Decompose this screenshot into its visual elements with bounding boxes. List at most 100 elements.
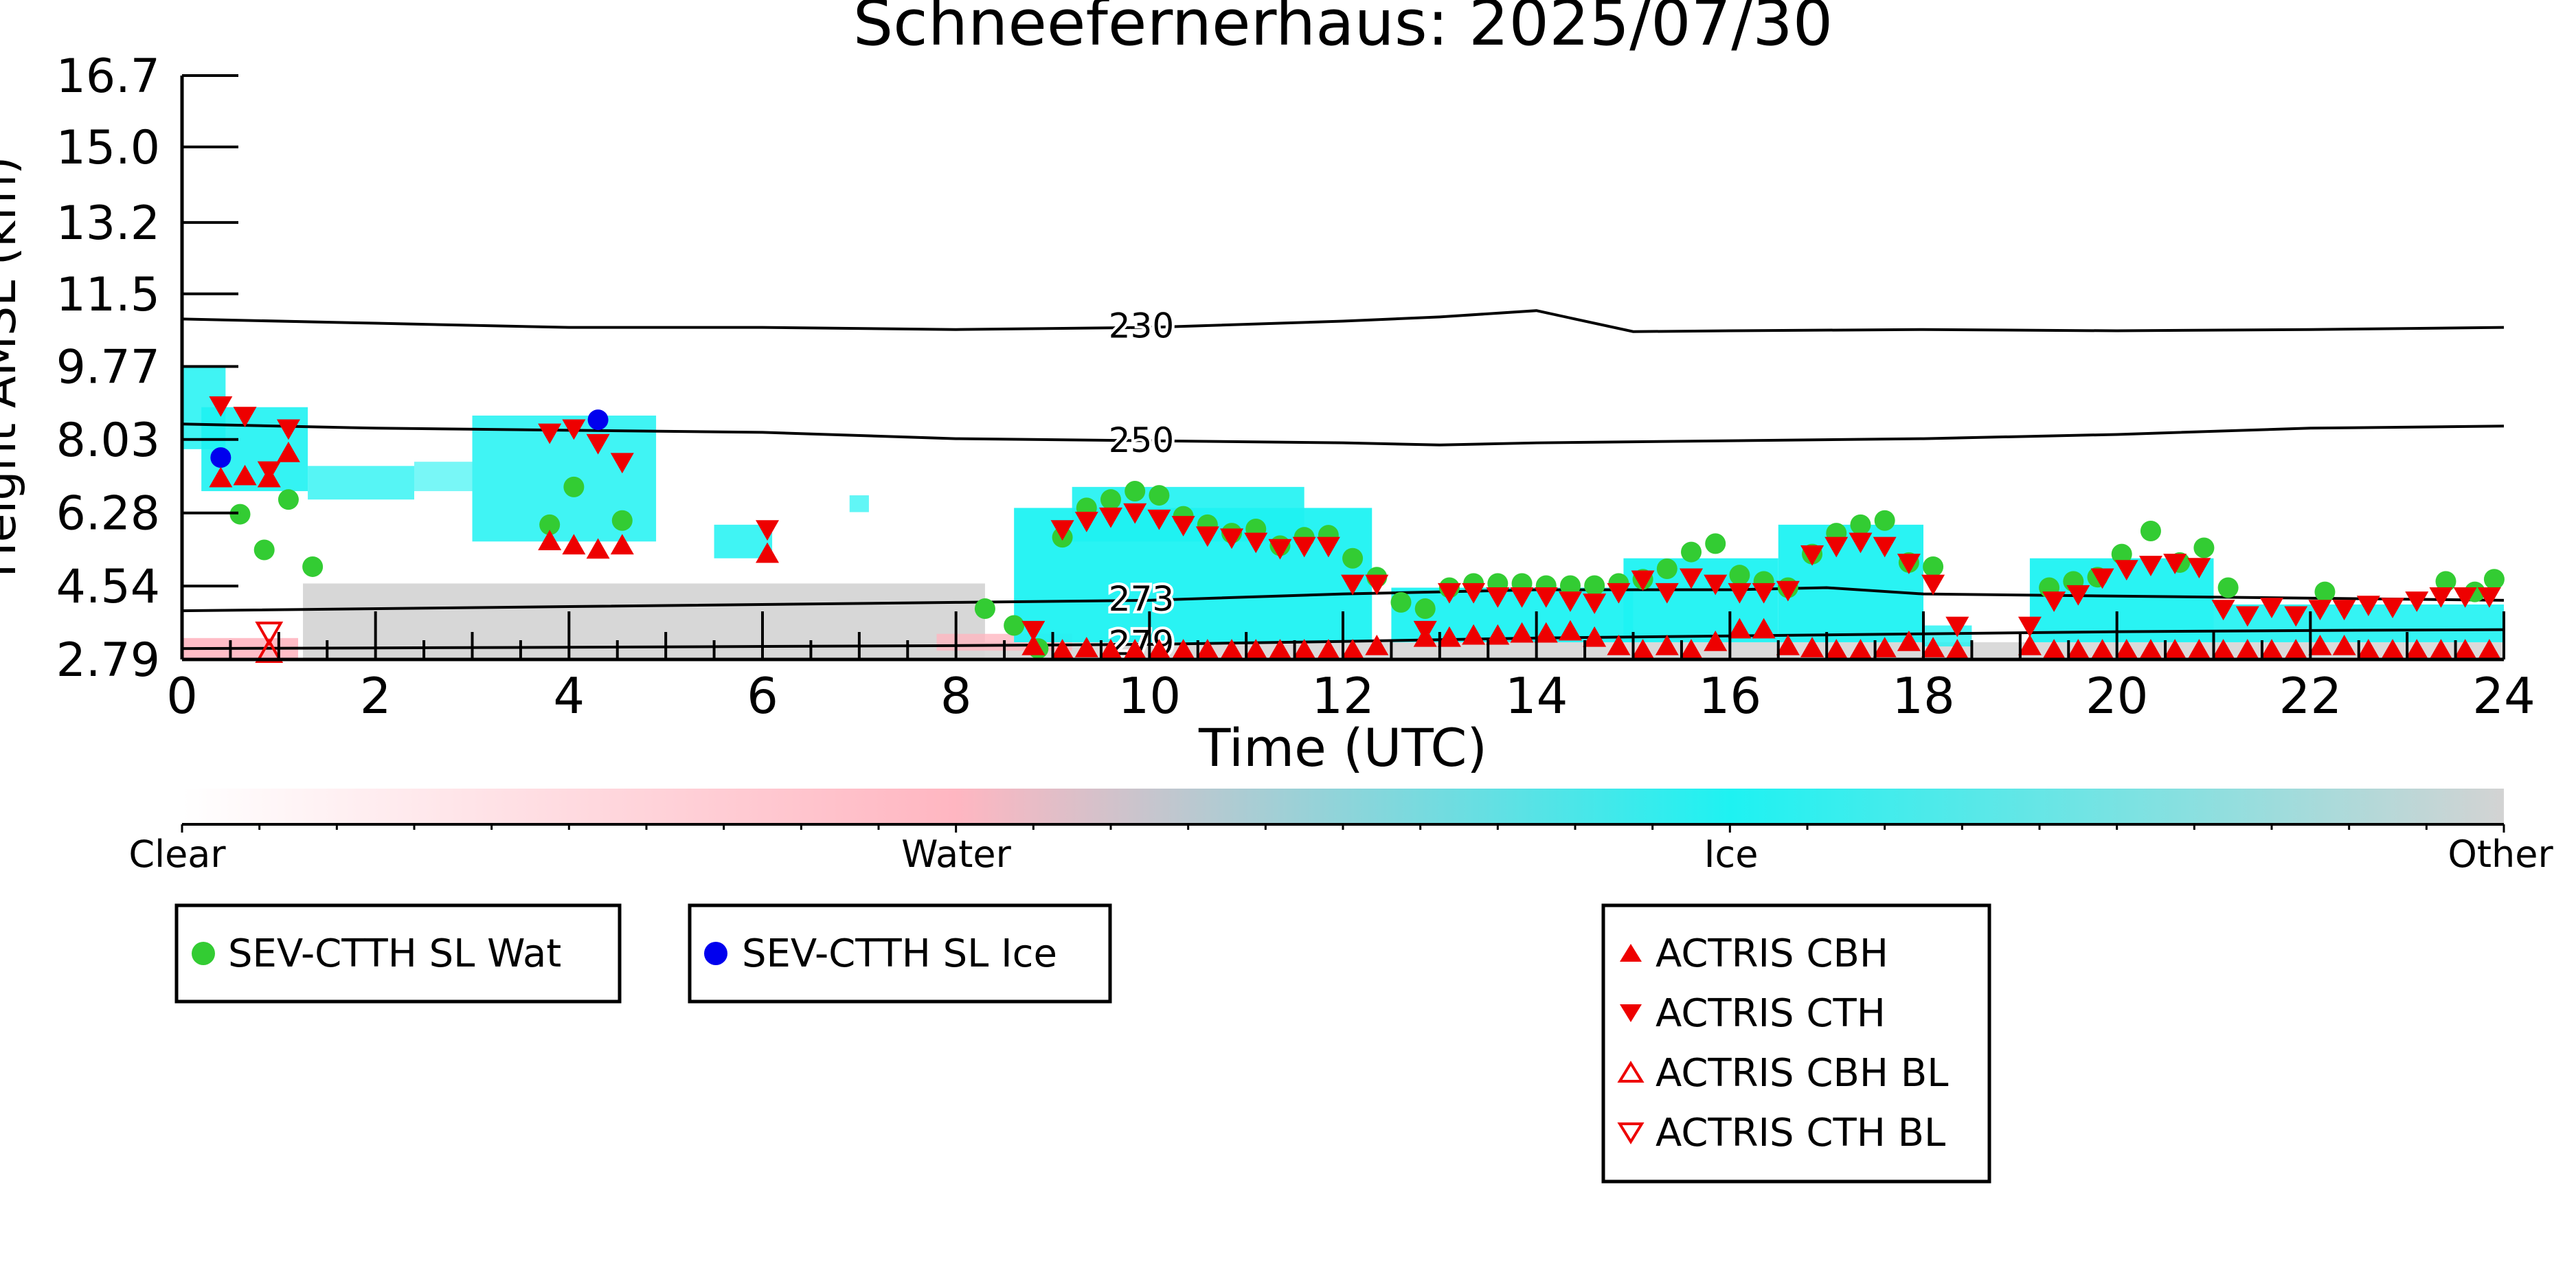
marker-sev-ctth-sl-wat: [611, 510, 633, 531]
marker-actris-cth: [2477, 587, 2501, 608]
marker-actris-cbh: [1074, 637, 1098, 657]
legend-marker-triangle-down-open: [1617, 1122, 1645, 1144]
marker-sev-ctth-sl-ice: [210, 447, 231, 468]
marker-actris-cbh: [1631, 639, 1655, 659]
marker-actris-cth: [1583, 594, 1607, 614]
marker-actris-cth: [1655, 583, 1679, 604]
marker-actris-cth: [1316, 536, 1340, 558]
legend-sev-ice: SEV-CTTH SL Ice: [688, 903, 1112, 1004]
marker-actris-cbh: [1655, 635, 1679, 655]
marker-actris-cth: [1171, 516, 1195, 536]
colorbar: Clear Water Ice Other: [128, 789, 2553, 876]
marker-actris-cbh: [1171, 639, 1195, 659]
marker-actris-cbh: [538, 530, 562, 551]
x-tick-label: 18: [1892, 667, 1955, 725]
marker-sev-ctth-sl-wat: [278, 489, 299, 510]
marker-sev-ctth-sl-wat: [1559, 575, 1581, 596]
marker-actris-cbh: [2018, 635, 2042, 655]
marker-actris-cbh: [562, 534, 586, 555]
marker-actris-cth: [586, 433, 610, 455]
marker-actris-cbh: [1873, 637, 1897, 657]
marker-actris-cbh: [756, 542, 780, 563]
marker-actris-cth: [1244, 532, 1268, 554]
marker-actris-cbh: [2284, 639, 2308, 659]
marker-actris-cbh: [2235, 639, 2259, 659]
marker-actris-cbh: [1704, 630, 1728, 651]
marker-actris-cth: [1413, 620, 1437, 642]
cloud-patch: [414, 462, 473, 491]
marker-sev-ctth-sl-wat: [2111, 543, 2132, 565]
marker-actris-cbh: [1292, 639, 1316, 659]
marker-actris-cbh: [2332, 635, 2356, 655]
marker-actris-cth: [1921, 574, 1945, 596]
marker-actris-cth: [1074, 511, 1098, 532]
marker-actris-cbh: [2090, 639, 2114, 659]
marker-actris-cth: [209, 396, 233, 417]
marker-actris-cth: [2235, 606, 2259, 627]
marker-sev-ctth-sl-wat: [1874, 510, 1895, 531]
marker-actris-cth: [1220, 528, 1244, 550]
marker-actris-cbh: [2381, 639, 2405, 659]
marker-actris-cth: [1462, 583, 1486, 604]
marker-actris-cbh: [1921, 637, 1945, 657]
marker-sev-ctth-sl-wat: [1390, 591, 1412, 613]
marker-actris-cth: [2163, 554, 2187, 574]
marker-sev-ctth-sl-wat: [563, 476, 585, 497]
marker-actris-cth: [1147, 509, 1171, 530]
marker-actris-cbh: [2308, 635, 2332, 655]
marker-actris-cth: [2332, 600, 2356, 621]
legend-marker-triangle-up-open: [1617, 1061, 1645, 1083]
marker-actris-cbh: [1050, 639, 1074, 659]
marker-actris-cbh: [1021, 635, 1046, 655]
marker-actris-cth: [2284, 606, 2308, 627]
marker-sev-ctth-sl-wat: [1100, 489, 1121, 510]
marker-actris-cbh: [233, 464, 257, 486]
marker-actris-cth: [233, 407, 257, 427]
marker-actris-cth: [1268, 539, 1292, 560]
x-tick-label: 22: [2279, 667, 2342, 725]
marker-sev-ctth-sl-wat: [1414, 598, 1436, 620]
marker-actris-cth: [2211, 600, 2235, 621]
marker-sev-ctth-sl-wat: [2483, 569, 2505, 590]
marker-actris-cth: [1534, 587, 1558, 608]
marker-actris-cth: [2381, 598, 2405, 619]
marker-actris-cbh: [276, 441, 300, 462]
y-axis-label: Height AMSL (km): [0, 157, 27, 578]
marker-actris-cth: [1099, 507, 1122, 528]
marker-actris-cth: [2018, 616, 2042, 637]
marker-actris-cth: [1486, 587, 1510, 608]
data-markers: [209, 396, 2505, 663]
x-tick-label: 20: [2086, 667, 2149, 725]
marker-actris-cbh: [2356, 639, 2380, 659]
marker-sev-ctth-sl-wat: [1342, 547, 1364, 569]
marker-actris-cth: [2187, 558, 2211, 578]
marker-actris-cth: [1365, 574, 1389, 596]
x-axis-label: Time (UTC): [1198, 717, 1487, 778]
marker-actris-cth: [2308, 600, 2332, 621]
marker-actris-cth-bl: [255, 621, 284, 646]
colorbar-label-water: Water: [901, 833, 1011, 876]
marker-actris-cbh: [1728, 618, 1752, 639]
marker-actris-cbh: [209, 466, 233, 488]
marker-actris-cbh: [1341, 639, 1365, 659]
marker-actris-cbh: [2138, 639, 2162, 659]
legend-label-sev-ice: SEV-CTTH SL Ice: [742, 931, 1057, 976]
legend-label-sev-wat: SEV-CTTH SL Wat: [228, 931, 561, 976]
marker-actris-cth: [1873, 536, 1897, 558]
marker-actris-cbh: [1849, 639, 1873, 659]
marker-actris-cbh: [2042, 639, 2066, 659]
marker-actris-cbh: [2260, 639, 2283, 659]
x-tick-label: 10: [1118, 667, 1182, 725]
legend-marker-blue-circle: [704, 942, 727, 965]
y-tick-label: 13.2: [56, 196, 160, 251]
x-tick-label: 12: [1311, 667, 1375, 725]
cloud-patch: [2213, 604, 2504, 642]
marker-sev-ctth-sl-wat: [302, 556, 324, 577]
contour-line-250: [181, 422, 2505, 447]
marker-actris-cbh: [610, 534, 634, 555]
marker-actris-cth: [1680, 568, 1703, 589]
marker-actris-cbh: [2211, 639, 2235, 659]
y-tick-label: 6.28: [56, 487, 160, 541]
